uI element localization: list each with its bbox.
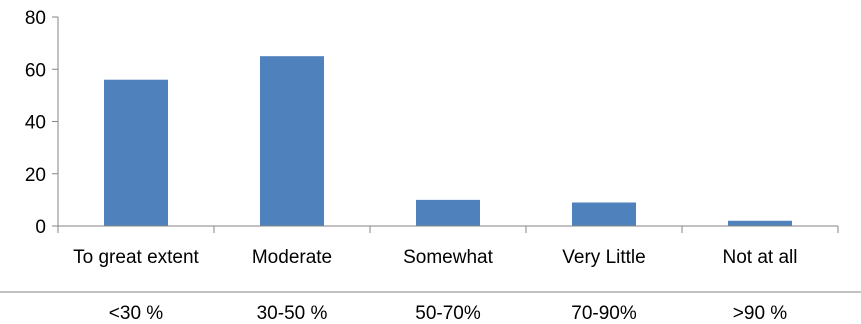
x-axis: To great extent Moderate Somewhat Very Litt… — [57, 225, 839, 268]
y-axis: 0 20 40 60 80 — [25, 8, 59, 238]
x-tick-label: Moderate — [252, 247, 332, 268]
y-tick-label: 40 — [25, 113, 46, 134]
range-label: 30-50 % — [257, 303, 328, 324]
y-tick-label: 0 — [35, 217, 46, 238]
bar — [728, 220, 792, 226]
range-label: 70-90% — [571, 303, 637, 324]
bar — [416, 199, 480, 226]
secondary-label-row: <30 % 30-50 % 50-70% 70-90% >90 % — [0, 291, 861, 324]
bar — [104, 79, 168, 226]
x-tick-label: To great extent — [73, 247, 199, 268]
range-label: >90 % — [733, 303, 788, 324]
bar — [260, 56, 324, 226]
y-tick-label: 80 — [25, 8, 46, 29]
x-tick-label: Somewhat — [403, 247, 493, 268]
bar — [572, 202, 636, 226]
range-label: 50-70% — [415, 303, 481, 324]
y-tick-label: 60 — [25, 60, 46, 81]
x-tick-label: Not at all — [723, 247, 798, 268]
bars — [104, 56, 792, 226]
y-tick-label: 20 — [25, 165, 46, 186]
range-label: <30 % — [109, 303, 164, 324]
x-tick-label: Very Little — [562, 247, 645, 268]
